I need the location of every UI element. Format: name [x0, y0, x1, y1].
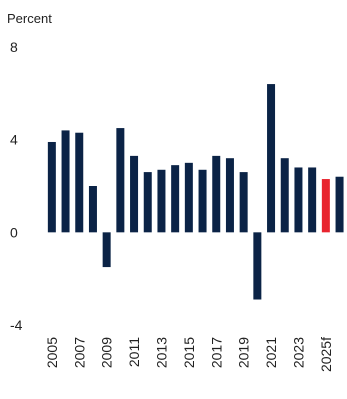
bar-2013 [157, 169, 166, 233]
y-tick-label: 8 [10, 39, 18, 55]
x-tick-label: 2023 [290, 337, 306, 368]
x-tick-label: 2017 [208, 337, 224, 368]
bar-2006 [61, 130, 70, 233]
bar-2014 [171, 165, 180, 233]
y-axis-label: Percent [7, 11, 52, 26]
y-tick-label: -4 [10, 317, 23, 333]
y-tick-label: 0 [10, 224, 18, 240]
bar-2022 [280, 158, 289, 233]
bar-2016 [198, 169, 207, 233]
bar-2024 [308, 167, 317, 233]
x-tick-label: 2005 [44, 337, 60, 368]
bar-2017 [212, 155, 221, 233]
bar-2020 [253, 232, 262, 300]
bar-2021 [267, 84, 276, 233]
bar-2015 [184, 162, 193, 233]
bar-2026f [335, 176, 344, 233]
y-tick-label: 4 [10, 132, 18, 148]
bar-2018 [225, 158, 234, 233]
x-tick-label: 2009 [99, 337, 115, 368]
x-tick-label: 2015 [181, 337, 197, 368]
bar-2023 [294, 167, 303, 233]
x-tick-label: 2019 [236, 337, 252, 368]
x-tick-label: 2027f [345, 337, 347, 372]
bar-2005 [47, 141, 56, 233]
bar-2009 [102, 232, 111, 268]
bar-2025f [321, 179, 330, 233]
x-tick-label: 2007 [71, 337, 87, 368]
x-axis-ticks: 2005 2007 2009 2011 2013 2015 2017 2019 2021 2023… [44, 337, 347, 372]
bar-2007 [75, 132, 84, 233]
bar-2008 [88, 186, 97, 233]
bar-2012 [143, 172, 152, 233]
x-tick-label: 2013 [153, 337, 169, 368]
bar-2010 [116, 128, 125, 233]
bar-2011 [130, 155, 139, 233]
x-tick-label: 2011 [126, 337, 142, 367]
x-tick-label: 2021 [263, 337, 279, 368]
bar-2019 [239, 172, 248, 233]
y-axis-ticks: -4 0 4 8 [10, 39, 23, 333]
bars [47, 84, 344, 300]
x-tick-label: 2025f [318, 337, 334, 372]
